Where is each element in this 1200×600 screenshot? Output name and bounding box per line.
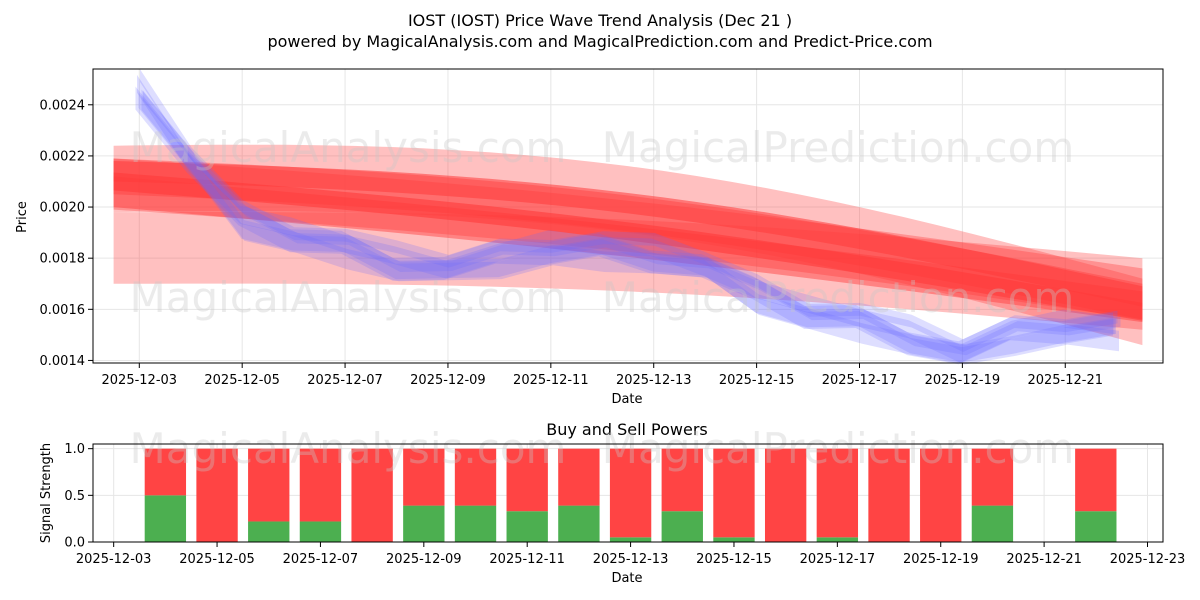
price-chart-axes: 2025-12-03 2025-12-05 2025-12-07 2025-12-09… [40, 98, 1104, 388]
sell-bar [661, 448, 703, 512]
buy-bar [971, 505, 1014, 542]
bar-x-tick-label: 2025-12-23 [1110, 552, 1186, 567]
sell-bar [764, 448, 807, 542]
price-x-tick-label: 2025-12-21 [1027, 373, 1103, 388]
bar-chart-title: Buy and Sell Powers [546, 420, 708, 439]
buy-bar [248, 521, 290, 542]
sell-bar [609, 448, 652, 538]
price-y-tick-label: 0.0020 [40, 201, 86, 216]
sell-bar [558, 448, 600, 506]
watermark-text-5: MagicalAnalysis.com [130, 424, 567, 473]
sell-bar [248, 448, 290, 522]
bar-x-axis-label: Date [611, 571, 642, 586]
watermark-text-4: MagicalPrediction.com [602, 273, 1075, 322]
buy-bar [506, 511, 548, 542]
price-wave-band [141, 89, 1119, 365]
price-y-tick-label: 0.0024 [40, 98, 86, 113]
sell-bar [816, 448, 859, 538]
watermark-text-2: MagicalPrediction.com [602, 123, 1075, 172]
buy-bar [661, 511, 703, 542]
watermark-text-3: MagicalAnalysis.com [130, 273, 567, 322]
bar-chart-watermark: MagicalAnalysis.com MagicalPrediction.co… [130, 424, 1075, 473]
bar-y-tick-label: 1.0 [64, 442, 85, 457]
price-wave-band [143, 90, 1121, 356]
chart-title: IOST (IOST) Price Wave Trend Analysis (D… [408, 11, 792, 30]
buy-bar [299, 521, 342, 542]
price-chart-frame [92, 68, 1164, 364]
chart-subtitle: powered by MagicalAnalysis.com and Magic… [267, 32, 932, 51]
bar-x-tick-label: 2025-12-11 [489, 552, 565, 567]
price-x-tick-label: 2025-12-11 [513, 373, 589, 388]
bar-x-tick-label: 2025-12-13 [593, 552, 669, 567]
bar-chart-frame [92, 443, 1164, 543]
bar-x-tick-label: 2025-12-09 [386, 552, 462, 567]
trend-wave-band [113, 176, 1143, 323]
price-x-tick-label: 2025-12-13 [616, 373, 692, 388]
price-y-tick-label: 0.0016 [40, 303, 86, 318]
buy-bar [558, 505, 600, 542]
buy-bar [609, 537, 652, 542]
sell-bar [920, 448, 962, 542]
buy-bar [403, 505, 445, 542]
buy-bar [144, 495, 187, 542]
price-x-tick-label: 2025-12-07 [307, 373, 383, 388]
price-x-tick-label: 2025-12-09 [410, 373, 486, 388]
bar-x-tick-label: 2025-12-19 [903, 552, 979, 567]
price-y-tick-label: 0.0018 [40, 252, 86, 267]
price-x-tick-label: 2025-12-19 [925, 373, 1001, 388]
price-wave-band [140, 69, 1118, 353]
bar-x-tick-label: 2025-12-21 [1006, 552, 1082, 567]
buy-sell-bars [144, 448, 1117, 542]
price-y-axis-label: Price [15, 201, 30, 233]
buy-bar [1075, 511, 1117, 542]
sell-bar [1075, 448, 1117, 512]
sell-bar [454, 448, 497, 506]
watermark-text-6: MagicalPrediction.com [602, 424, 1075, 473]
sell-bar [144, 448, 187, 496]
sell-bar [196, 448, 238, 542]
price-x-tick-label: 2025-12-17 [822, 373, 898, 388]
price-wave-band [135, 86, 1113, 365]
trend-wave-band [113, 172, 1143, 321]
watermark-text-1: MagicalAnalysis.com [130, 123, 567, 172]
bar-y-tick-label: 0.0 [64, 536, 85, 551]
sell-bar [868, 448, 910, 542]
price-wave-band [137, 74, 1115, 363]
price-y-tick-label: 0.0014 [40, 354, 86, 369]
price-x-tick-label: 2025-12-03 [102, 373, 178, 388]
price-chart-watermark: MagicalAnalysis.com MagicalPrediction.co… [130, 123, 1075, 322]
price-x-axis-label: Date [611, 392, 642, 407]
sell-bar [713, 448, 755, 538]
sell-bar [506, 448, 548, 512]
bar-chart-axes: 2025-12-03 2025-12-05 2025-12-07 2025-12-09… [64, 442, 1185, 567]
trend-wave-band [113, 161, 1143, 307]
trend-wave-bands [113, 144, 1143, 346]
bar-x-tick-label: 2025-12-07 [283, 552, 359, 567]
bar-x-tick-label: 2025-12-17 [800, 552, 876, 567]
price-x-tick-label: 2025-12-05 [204, 373, 280, 388]
bar-x-tick-label: 2025-12-03 [76, 552, 152, 567]
buy-bar [454, 505, 497, 542]
bar-x-tick-label: 2025-12-05 [179, 552, 255, 567]
buy-bar [713, 537, 755, 542]
bar-x-tick-label: 2025-12-15 [696, 552, 772, 567]
sell-bar [971, 448, 1014, 506]
price-y-tick-label: 0.0022 [40, 149, 86, 164]
buy-bar [816, 537, 859, 542]
price-x-tick-label: 2025-12-15 [719, 373, 795, 388]
bar-y-axis-label: Signal Strength [39, 443, 54, 543]
price-wave-bands [135, 69, 1121, 365]
sell-bar [299, 448, 342, 522]
sell-bar [403, 448, 445, 506]
sell-bar [351, 448, 393, 542]
bar-y-tick-label: 0.5 [64, 489, 85, 504]
